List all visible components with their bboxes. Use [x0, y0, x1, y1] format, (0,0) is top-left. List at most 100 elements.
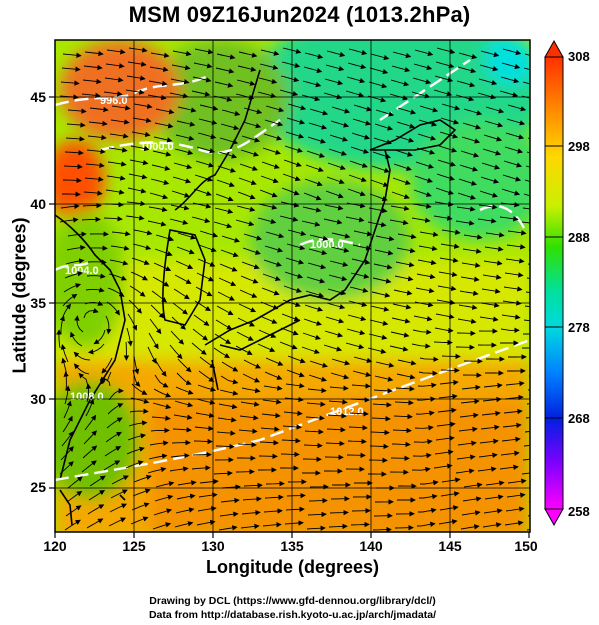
wind-streamline — [173, 162, 193, 170]
wind-streamline — [153, 388, 172, 398]
wind-streamline — [524, 305, 530, 308]
wind-streamline — [238, 428, 258, 434]
wind-streamline — [485, 106, 505, 114]
wind-streamline — [86, 273, 106, 279]
wind-streamline — [413, 63, 433, 71]
colorbar-tick-label: 268 — [568, 411, 590, 426]
wind-streamline — [504, 520, 524, 526]
wind-streamline — [219, 389, 239, 396]
wind-streamline — [306, 150, 325, 158]
wind-streamline — [148, 80, 168, 87]
colorbar-tick-label: 278 — [568, 320, 590, 335]
wind-streamline — [350, 146, 369, 154]
wind-streamline — [262, 522, 282, 528]
wind-streamline — [218, 403, 238, 410]
wind-streamline — [281, 438, 301, 444]
x-axis-label: Longitude (degrees) — [205, 557, 379, 577]
wind-streamline — [395, 261, 415, 268]
wind-streamline — [328, 274, 348, 282]
wind-streamline — [346, 76, 366, 84]
wind-streamline — [284, 520, 304, 526]
wind-streamline — [370, 429, 390, 436]
wind-streamline — [433, 339, 453, 346]
wind-streamline — [457, 66, 477, 74]
wind-streamline — [65, 136, 85, 142]
wind-streamline — [501, 188, 521, 196]
wind-streamline — [171, 190, 190, 198]
wind-streamline — [109, 503, 128, 513]
wind-streamline — [525, 417, 530, 419]
wind-streamline — [331, 106, 351, 114]
wind-streamline — [283, 285, 302, 293]
wind-streamline — [436, 173, 455, 181]
wind-streamline — [192, 76, 212, 83]
wind-streamline — [435, 61, 455, 69]
wind-streamline — [129, 159, 149, 166]
wind-streamline — [306, 525, 326, 531]
wind-streamline — [106, 49, 126, 55]
wind-streamline — [389, 93, 409, 101]
wind-streamline — [105, 63, 125, 69]
wind-streamline — [104, 446, 122, 457]
wind-streamline — [61, 66, 81, 72]
wind-streamline — [524, 179, 530, 182]
wind-streamline — [191, 90, 211, 97]
wind-streamline — [219, 137, 239, 145]
wind-streamline — [456, 206, 476, 212]
wind-streamline — [109, 133, 129, 139]
wind-streamline — [389, 219, 409, 226]
wind-streamline — [197, 258, 216, 267]
wind-streamline — [352, 244, 372, 251]
wind-streamline — [63, 163, 83, 170]
wind-streamline — [133, 229, 153, 236]
wind-streamline — [439, 131, 459, 139]
wind-streamline — [265, 357, 284, 366]
wind-streamline — [235, 93, 255, 101]
wind-streamline — [436, 47, 456, 55]
wind-streamline — [216, 53, 236, 60]
wind-streamline — [264, 245, 284, 253]
wind-streamline — [126, 446, 145, 455]
wind-streamline — [308, 497, 328, 504]
wind-streamline — [198, 492, 218, 498]
y-tick-label: 40 — [30, 196, 46, 212]
wind-streamline — [411, 217, 431, 223]
wind-streamline — [439, 257, 459, 263]
wind-streamline — [397, 107, 417, 115]
wind-streamline — [85, 162, 105, 168]
wind-streamline — [480, 50, 500, 58]
wind-streamline — [435, 435, 455, 441]
wind-streamline — [505, 132, 525, 140]
wind-streamline — [105, 315, 112, 335]
wind-streamline — [304, 178, 323, 187]
wind-streamline — [330, 246, 350, 253]
wind-streamline — [74, 315, 84, 333]
wind-streamline — [416, 273, 436, 280]
wind-streamline — [524, 53, 530, 56]
wind-streamline — [504, 146, 524, 154]
wind-streamline — [243, 359, 262, 369]
wind-streamline — [60, 446, 74, 461]
wind-streamline — [416, 521, 436, 527]
wind-streamline — [325, 440, 345, 447]
wind-streamline — [438, 519, 458, 525]
wind-streamline — [330, 120, 350, 128]
wind-streamline — [308, 248, 328, 256]
wind-streamline — [455, 94, 475, 102]
wind-streamline — [151, 415, 171, 421]
wind-streamline — [177, 106, 197, 113]
wind-streamline — [502, 174, 522, 182]
wind-streamline — [193, 188, 212, 196]
wind-streamline — [236, 79, 256, 86]
isobar-label: 1008.0 — [70, 391, 104, 403]
wind-streamline — [199, 104, 219, 111]
wind-streamline — [331, 358, 351, 366]
wind-streamline — [394, 275, 414, 282]
wind-streamline — [389, 345, 409, 352]
wind-streamline — [346, 452, 366, 458]
wind-streamline — [100, 378, 111, 387]
wind-streamline — [419, 356, 439, 362]
wind-streamline — [62, 52, 82, 58]
wind-streamline — [347, 62, 367, 70]
wind-streamline — [238, 303, 257, 313]
